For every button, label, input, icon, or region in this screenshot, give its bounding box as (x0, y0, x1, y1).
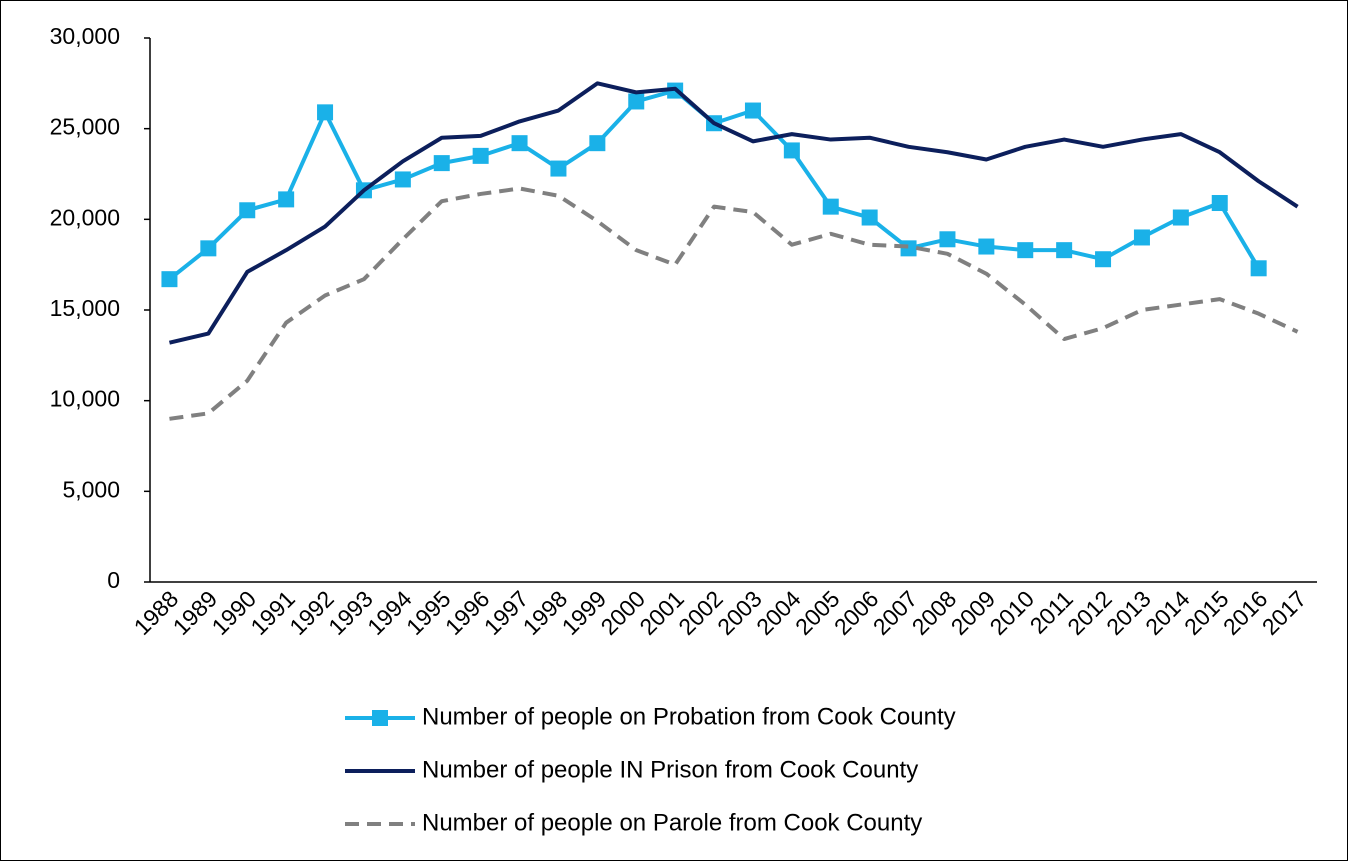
y-tick-label: 0 (107, 567, 120, 593)
data-point (278, 191, 295, 208)
data-point (200, 240, 217, 257)
y-tick-label: 20,000 (50, 204, 120, 230)
data-point (239, 202, 256, 219)
data-point (1250, 260, 1267, 277)
data-point (1056, 242, 1073, 259)
data-point (1017, 242, 1034, 259)
data-point (978, 238, 995, 255)
legend-marker (372, 710, 388, 726)
data-point (1172, 209, 1189, 226)
series-line (168, 81, 1299, 345)
data-point (550, 160, 567, 177)
data-point (628, 93, 645, 110)
legend-label: Number of people on Parole from Cook Cou… (422, 809, 922, 836)
data-point (861, 209, 878, 226)
data-point (822, 198, 839, 215)
y-tick-label: 30,000 (50, 23, 120, 49)
data-point (433, 155, 450, 172)
data-point (1133, 229, 1150, 246)
data-point (511, 135, 528, 152)
data-point (472, 147, 489, 164)
y-tick-label: 10,000 (50, 386, 120, 412)
data-point (161, 271, 178, 288)
data-point (589, 135, 606, 152)
y-tick-label: 5,000 (62, 476, 120, 502)
data-point (900, 240, 917, 257)
legend-label: Number of people IN Prison from Cook Cou… (422, 756, 918, 783)
data-point (939, 231, 956, 248)
data-point (783, 142, 800, 159)
data-point (394, 171, 411, 188)
series-line (169, 186, 1299, 421)
data-point (317, 104, 334, 121)
legend-label: Number of people on Probation from Cook … (422, 703, 956, 730)
data-point (1095, 251, 1112, 268)
data-point (744, 102, 761, 119)
y-tick-label: 25,000 (50, 114, 120, 140)
data-point (1211, 195, 1228, 212)
y-tick-label: 15,000 (50, 295, 120, 321)
